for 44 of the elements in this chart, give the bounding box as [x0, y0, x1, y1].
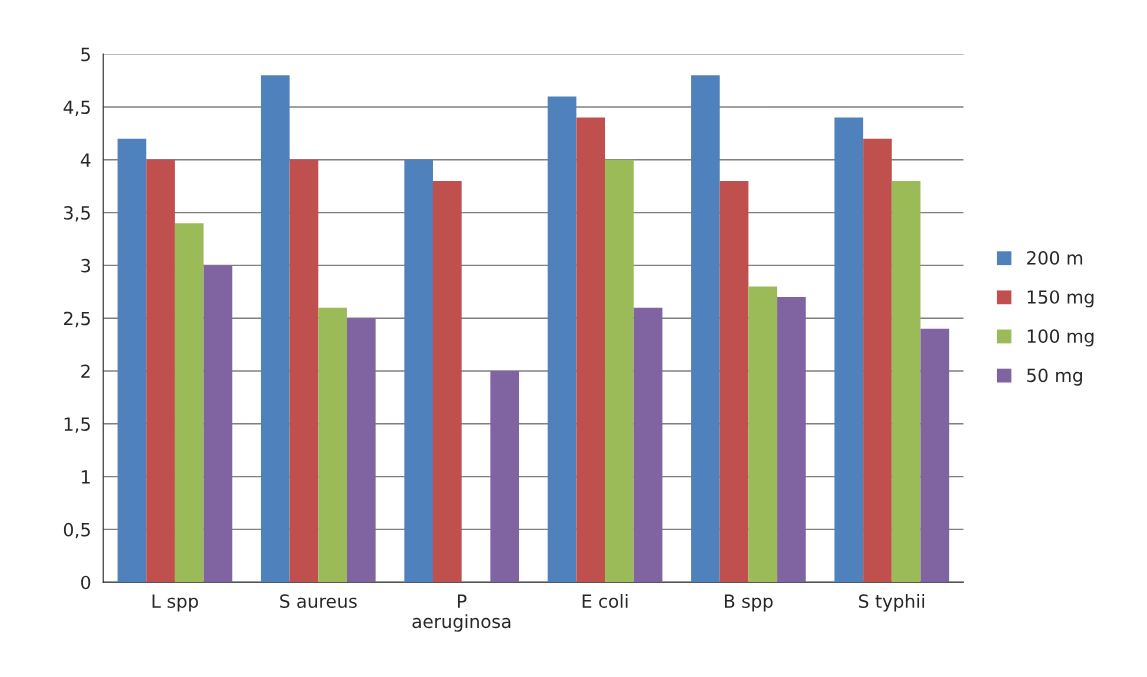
y-tick-label: 3: [81, 258, 90, 273]
x-tick-label: E coli: [582, 594, 628, 608]
y-tick-label: 0,5: [63, 522, 90, 539]
bar: [203, 265, 233, 583]
y-tick-label: 0: [81, 575, 91, 590]
bar: [260, 75, 290, 583]
bar: [117, 138, 147, 583]
bar: [863, 138, 892, 583]
y-tick-label: 1,5: [64, 417, 90, 433]
bar: [777, 297, 806, 583]
bar: [719, 180, 749, 583]
bar: [289, 159, 319, 583]
x-tick-label: P aeruginosa: [412, 594, 511, 632]
bar: [891, 180, 921, 583]
bar: [346, 318, 376, 583]
y-tick-label: 2: [81, 364, 90, 378]
legend-label: 150 mg: [1027, 290, 1094, 308]
bar: [404, 159, 433, 583]
y-tick-label: 5: [81, 47, 90, 62]
x-tick-label: B spp: [724, 594, 773, 612]
y-tick-label: 3,5: [64, 206, 90, 222]
y-tick-label: 2,5: [64, 311, 90, 328]
bar: [318, 307, 347, 583]
bar: [633, 307, 663, 583]
bar: [691, 75, 720, 583]
legend-label: 200 m: [1027, 251, 1083, 265]
y-tick-label: 1: [81, 470, 90, 484]
bar: [146, 159, 175, 583]
x-tick-label: S aureus: [280, 594, 357, 608]
x-tick-label: S typhii: [859, 594, 925, 612]
bar: [605, 159, 634, 583]
bar: [576, 117, 606, 583]
bar: [748, 286, 778, 583]
bar: [547, 96, 577, 583]
y-tick-label: 4,5: [63, 100, 90, 116]
bar: [490, 371, 520, 583]
bar: [432, 180, 462, 583]
bar: [920, 328, 950, 583]
bar: [834, 117, 864, 583]
legend-label: 100 mg: [1027, 329, 1094, 347]
legend-label: 50 mg: [1027, 368, 1082, 386]
x-tick-label: L spp: [152, 594, 198, 612]
bar: [174, 223, 204, 583]
y-tick-label: 4: [80, 153, 91, 167]
